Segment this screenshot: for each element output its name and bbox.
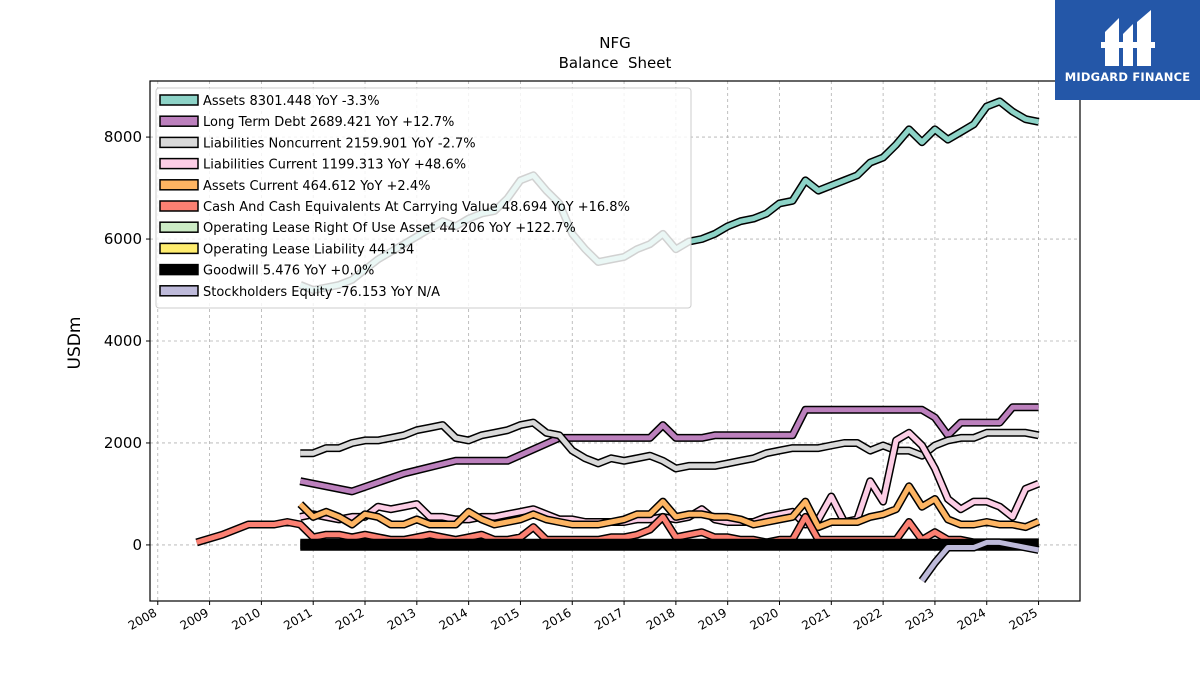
y-tick-label: 2000: [104, 434, 142, 452]
x-tick-label: 2024: [955, 605, 988, 632]
y-tick-label: 8000: [104, 128, 142, 146]
series-line: [919, 539, 1040, 583]
x-tick-label: 2020: [748, 605, 781, 632]
x-tick-label: 2018: [644, 605, 677, 632]
x-tick-label: 2019: [696, 605, 729, 632]
legend-swatch: [159, 136, 199, 149]
series-line: [299, 430, 1040, 527]
legend-swatch: [159, 285, 199, 297]
legend-entry: Operating Lease Liability 44.134: [203, 242, 414, 257]
legend-swatch: [159, 242, 199, 255]
legend: Assets 8301.448 YoY -3.3% Long Term Debt …: [155, 87, 692, 309]
series-cash-and-cash-equivalents-at-carrying-value: [195, 512, 1039, 547]
x-tick-label: 2017: [592, 605, 625, 632]
legend-entry: Cash And Cash Equivalents At Carrying Va…: [203, 200, 630, 215]
x-tick-label: 2012: [333, 605, 366, 632]
legend-swatch: [159, 200, 199, 212]
legend-box: [155, 87, 692, 309]
legend-swatch: [159, 179, 199, 191]
y-axis: 0 2000 4000 6000 8000: [104, 128, 150, 554]
y-tick-label: 4000: [104, 332, 142, 350]
x-tick-label: 2014: [437, 605, 470, 632]
x-tick-label: 2015: [488, 605, 521, 632]
x-tick-label: 2011: [281, 605, 314, 632]
series-assets-current: [297, 482, 1041, 532]
x-tick-label: 2013: [385, 605, 418, 632]
legend-entry: Operating Lease Right Of Use Asset 44.20…: [203, 221, 576, 236]
x-tick-label: 2010: [229, 605, 262, 632]
legend-entry: Assets Current 464.612 YoY +2.4%: [203, 179, 430, 194]
chart-title: NFG: [599, 34, 630, 52]
chart-subtitle: Balance Sheet: [559, 54, 672, 72]
series-line: [300, 420, 1040, 471]
brand-name: MIDGARD FINANCE: [1064, 70, 1191, 84]
legend-entry: Liabilities Current 1199.313 YoY +48.6%: [203, 158, 466, 173]
legend-swatch: [159, 94, 199, 106]
x-tick-label: 2021: [799, 605, 832, 632]
legend-entry: Assets 8301.448 YoY -3.3%: [203, 94, 380, 109]
legend-swatch: [159, 263, 199, 276]
legend-swatch: [159, 157, 199, 170]
x-tick-label: 2016: [540, 605, 573, 632]
brand-logo: MIDGARD FINANCE: [1055, 0, 1200, 100]
x-tick-label: 2022: [851, 605, 884, 632]
series-long-term-debt: [299, 403, 1039, 496]
x-tick-label: 2008: [126, 605, 159, 632]
y-tick-label: 0: [132, 536, 142, 554]
legend-entry: Long Term Debt 2689.421 YoY +12.7%: [203, 115, 454, 130]
midgard-logo-icon: [1101, 10, 1155, 66]
x-tick-label: 2023: [903, 605, 936, 632]
series-line: [195, 514, 1039, 545]
series-liabilities-current: [299, 428, 1041, 529]
legend-entry: Liabilities Noncurrent 2159.901 YoY -2.7…: [203, 136, 476, 151]
legend-entry: Goodwill 5.476 YoY +0.0%: [203, 264, 374, 279]
y-axis-label: USDm: [65, 317, 85, 370]
x-tick-label: 2025: [1007, 605, 1040, 632]
legend-swatch: [159, 221, 199, 233]
legend-entry: Stockholders Equity -76.153 YoY N/A: [203, 285, 440, 300]
x-axis: 2008 2009 2010 2011 2012 2013 2014 2015 2016 2017…: [126, 601, 1040, 633]
x-tick-label: 2009: [178, 605, 211, 632]
legend-swatch: [159, 115, 199, 127]
series-line: [299, 404, 1039, 494]
y-tick-label: 6000: [104, 230, 142, 248]
series-stockholders-equity: [918, 538, 1040, 583]
series-line: [298, 483, 1040, 530]
series-liabilities-noncurrent: [300, 418, 1040, 473]
